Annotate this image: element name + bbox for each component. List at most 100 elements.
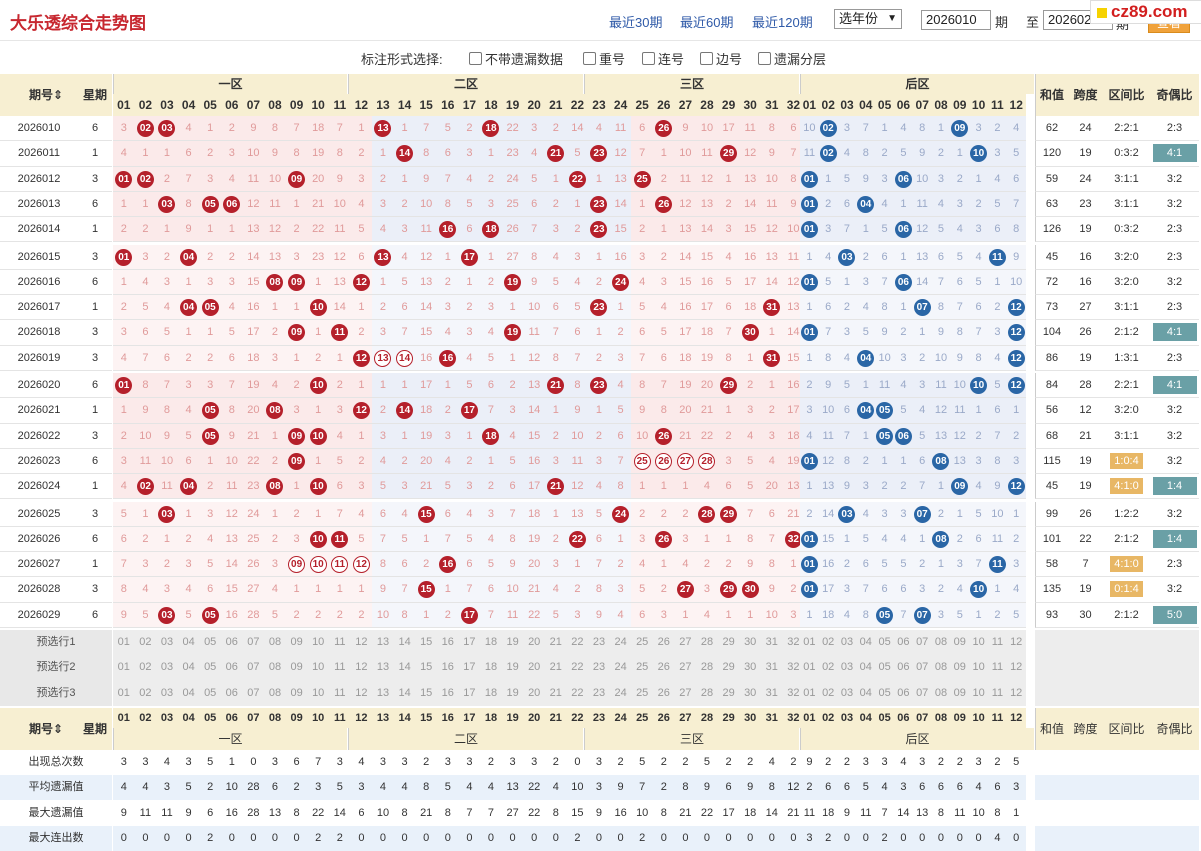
predict-num[interactable]: 06	[221, 630, 243, 656]
predict-num[interactable]: 23	[588, 680, 610, 706]
predict-num[interactable]: 14	[393, 630, 416, 656]
predict-num[interactable]: 05	[199, 680, 221, 706]
predict-num[interactable]: 32	[782, 655, 805, 681]
col-period-header[interactable]: 期号⇕	[28, 88, 64, 102]
predict-num[interactable]: 28	[696, 630, 718, 656]
predict-num[interactable]: 10	[307, 630, 329, 656]
predict-num[interactable]: 31	[761, 630, 783, 656]
predict-num[interactable]: 14	[393, 680, 416, 706]
predict-num[interactable]: 19	[501, 655, 524, 681]
predict-num[interactable]: 11	[329, 630, 351, 656]
predict-num[interactable]: 04	[177, 630, 200, 656]
predict-num[interactable]: 13	[372, 630, 394, 656]
predict-num[interactable]: 24	[609, 630, 632, 656]
predict-num[interactable]: 21	[545, 680, 567, 706]
predict-num[interactable]: 20	[523, 630, 545, 656]
predict-num[interactable]: 31	[761, 680, 783, 706]
checkbox-icon[interactable]	[469, 52, 482, 65]
predict-num[interactable]: 02	[818, 630, 838, 656]
predict-num[interactable]: 10	[969, 680, 988, 706]
predict-num[interactable]: 06	[221, 680, 243, 706]
predict-num[interactable]: 10	[969, 655, 988, 681]
predict-num[interactable]: 19	[501, 680, 524, 706]
predict-num[interactable]: 30	[739, 655, 761, 681]
predict-num[interactable]: 05	[875, 630, 894, 656]
predict-num[interactable]: 03	[156, 630, 178, 656]
predict-num[interactable]: 03	[156, 655, 178, 681]
predict-num[interactable]: 18	[480, 655, 502, 681]
predict-num[interactable]: 30	[739, 630, 761, 656]
predict-num[interactable]: 10	[307, 680, 329, 706]
predict-num[interactable]: 16	[437, 680, 459, 706]
predict-num[interactable]: 03	[837, 630, 857, 656]
predict-num[interactable]: 27	[674, 655, 697, 681]
checkbox-icon[interactable]	[583, 52, 596, 65]
predict-num[interactable]: 20	[523, 655, 545, 681]
checkbox-icon[interactable]	[642, 52, 655, 65]
predict-num[interactable]: 15	[415, 680, 437, 706]
predict-num[interactable]: 03	[837, 680, 857, 706]
predict-num[interactable]: 08	[931, 655, 951, 681]
predict-num[interactable]: 04	[856, 680, 876, 706]
predict-num[interactable]: 26	[653, 655, 675, 681]
predict-num[interactable]: 32	[782, 630, 805, 656]
predict-num[interactable]: 07	[242, 680, 265, 706]
predict-num[interactable]: 23	[588, 655, 610, 681]
predict-num[interactable]: 10	[969, 630, 988, 656]
predict-num[interactable]: 28	[696, 655, 718, 681]
predict-num[interactable]: 07	[242, 655, 265, 681]
predict-num[interactable]: 05	[199, 655, 221, 681]
option-no-omission[interactable]: 不带遗漏数据	[469, 49, 563, 68]
predict-num[interactable]: 13	[372, 680, 394, 706]
predict-num[interactable]: 04	[856, 655, 876, 681]
predict-num[interactable]: 15	[415, 630, 437, 656]
predict-num[interactable]: 03	[837, 655, 857, 681]
predict-num[interactable]: 11	[988, 680, 1007, 706]
predict-num[interactable]: 21	[545, 655, 567, 681]
predict-num[interactable]: 09	[950, 630, 970, 656]
predict-num[interactable]: 07	[912, 680, 932, 706]
predict-num[interactable]: 01	[800, 630, 819, 656]
predict-num[interactable]: 12	[350, 680, 373, 706]
predict-num[interactable]: 02	[818, 680, 838, 706]
predict-num[interactable]: 21	[545, 630, 567, 656]
predict-num[interactable]: 25	[631, 630, 653, 656]
predict-num[interactable]: 05	[875, 655, 894, 681]
predict-num[interactable]: 07	[912, 630, 932, 656]
predict-num[interactable]: 02	[818, 655, 838, 681]
predict-num[interactable]: 09	[285, 680, 308, 706]
predict-num[interactable]: 08	[264, 630, 286, 656]
predict-num[interactable]: 02	[134, 655, 157, 681]
predict-num[interactable]: 04	[177, 655, 200, 681]
recent-120-link[interactable]: 最近120期	[752, 15, 813, 30]
predict-num[interactable]: 11	[329, 655, 351, 681]
option-repeat[interactable]: 重号	[583, 49, 625, 68]
predict-num[interactable]: 05	[199, 630, 221, 656]
predict-num[interactable]: 16	[437, 630, 459, 656]
predict-num[interactable]: 01	[800, 680, 819, 706]
predict-num[interactable]: 11	[988, 630, 1007, 656]
predict-num[interactable]: 19	[501, 630, 524, 656]
predict-num[interactable]: 28	[696, 680, 718, 706]
year-select[interactable]: 选年份 ▼	[834, 9, 902, 29]
predict-num[interactable]: 20	[523, 680, 545, 706]
predict-num[interactable]: 09	[950, 655, 970, 681]
predict-num[interactable]: 17	[458, 680, 481, 706]
predict-num[interactable]: 12	[1006, 655, 1026, 681]
period-from-input[interactable]: 2026010	[921, 10, 991, 30]
predict-num[interactable]: 27	[674, 680, 697, 706]
predict-num[interactable]: 04	[177, 680, 200, 706]
predict-num[interactable]: 08	[931, 680, 951, 706]
predict-num[interactable]: 10	[307, 655, 329, 681]
predict-num[interactable]: 01	[113, 630, 135, 656]
predict-num[interactable]: 25	[631, 655, 653, 681]
predict-num[interactable]: 31	[761, 655, 783, 681]
option-omission-layer[interactable]: 遗漏分层	[758, 49, 826, 68]
predict-num[interactable]: 17	[458, 630, 481, 656]
predict-num[interactable]: 32	[782, 680, 805, 706]
predict-num[interactable]: 22	[566, 680, 589, 706]
option-edge[interactable]: 边号	[700, 49, 742, 68]
predict-num[interactable]: 02	[134, 680, 157, 706]
predict-num[interactable]: 26	[653, 630, 675, 656]
predict-num[interactable]: 09	[950, 680, 970, 706]
